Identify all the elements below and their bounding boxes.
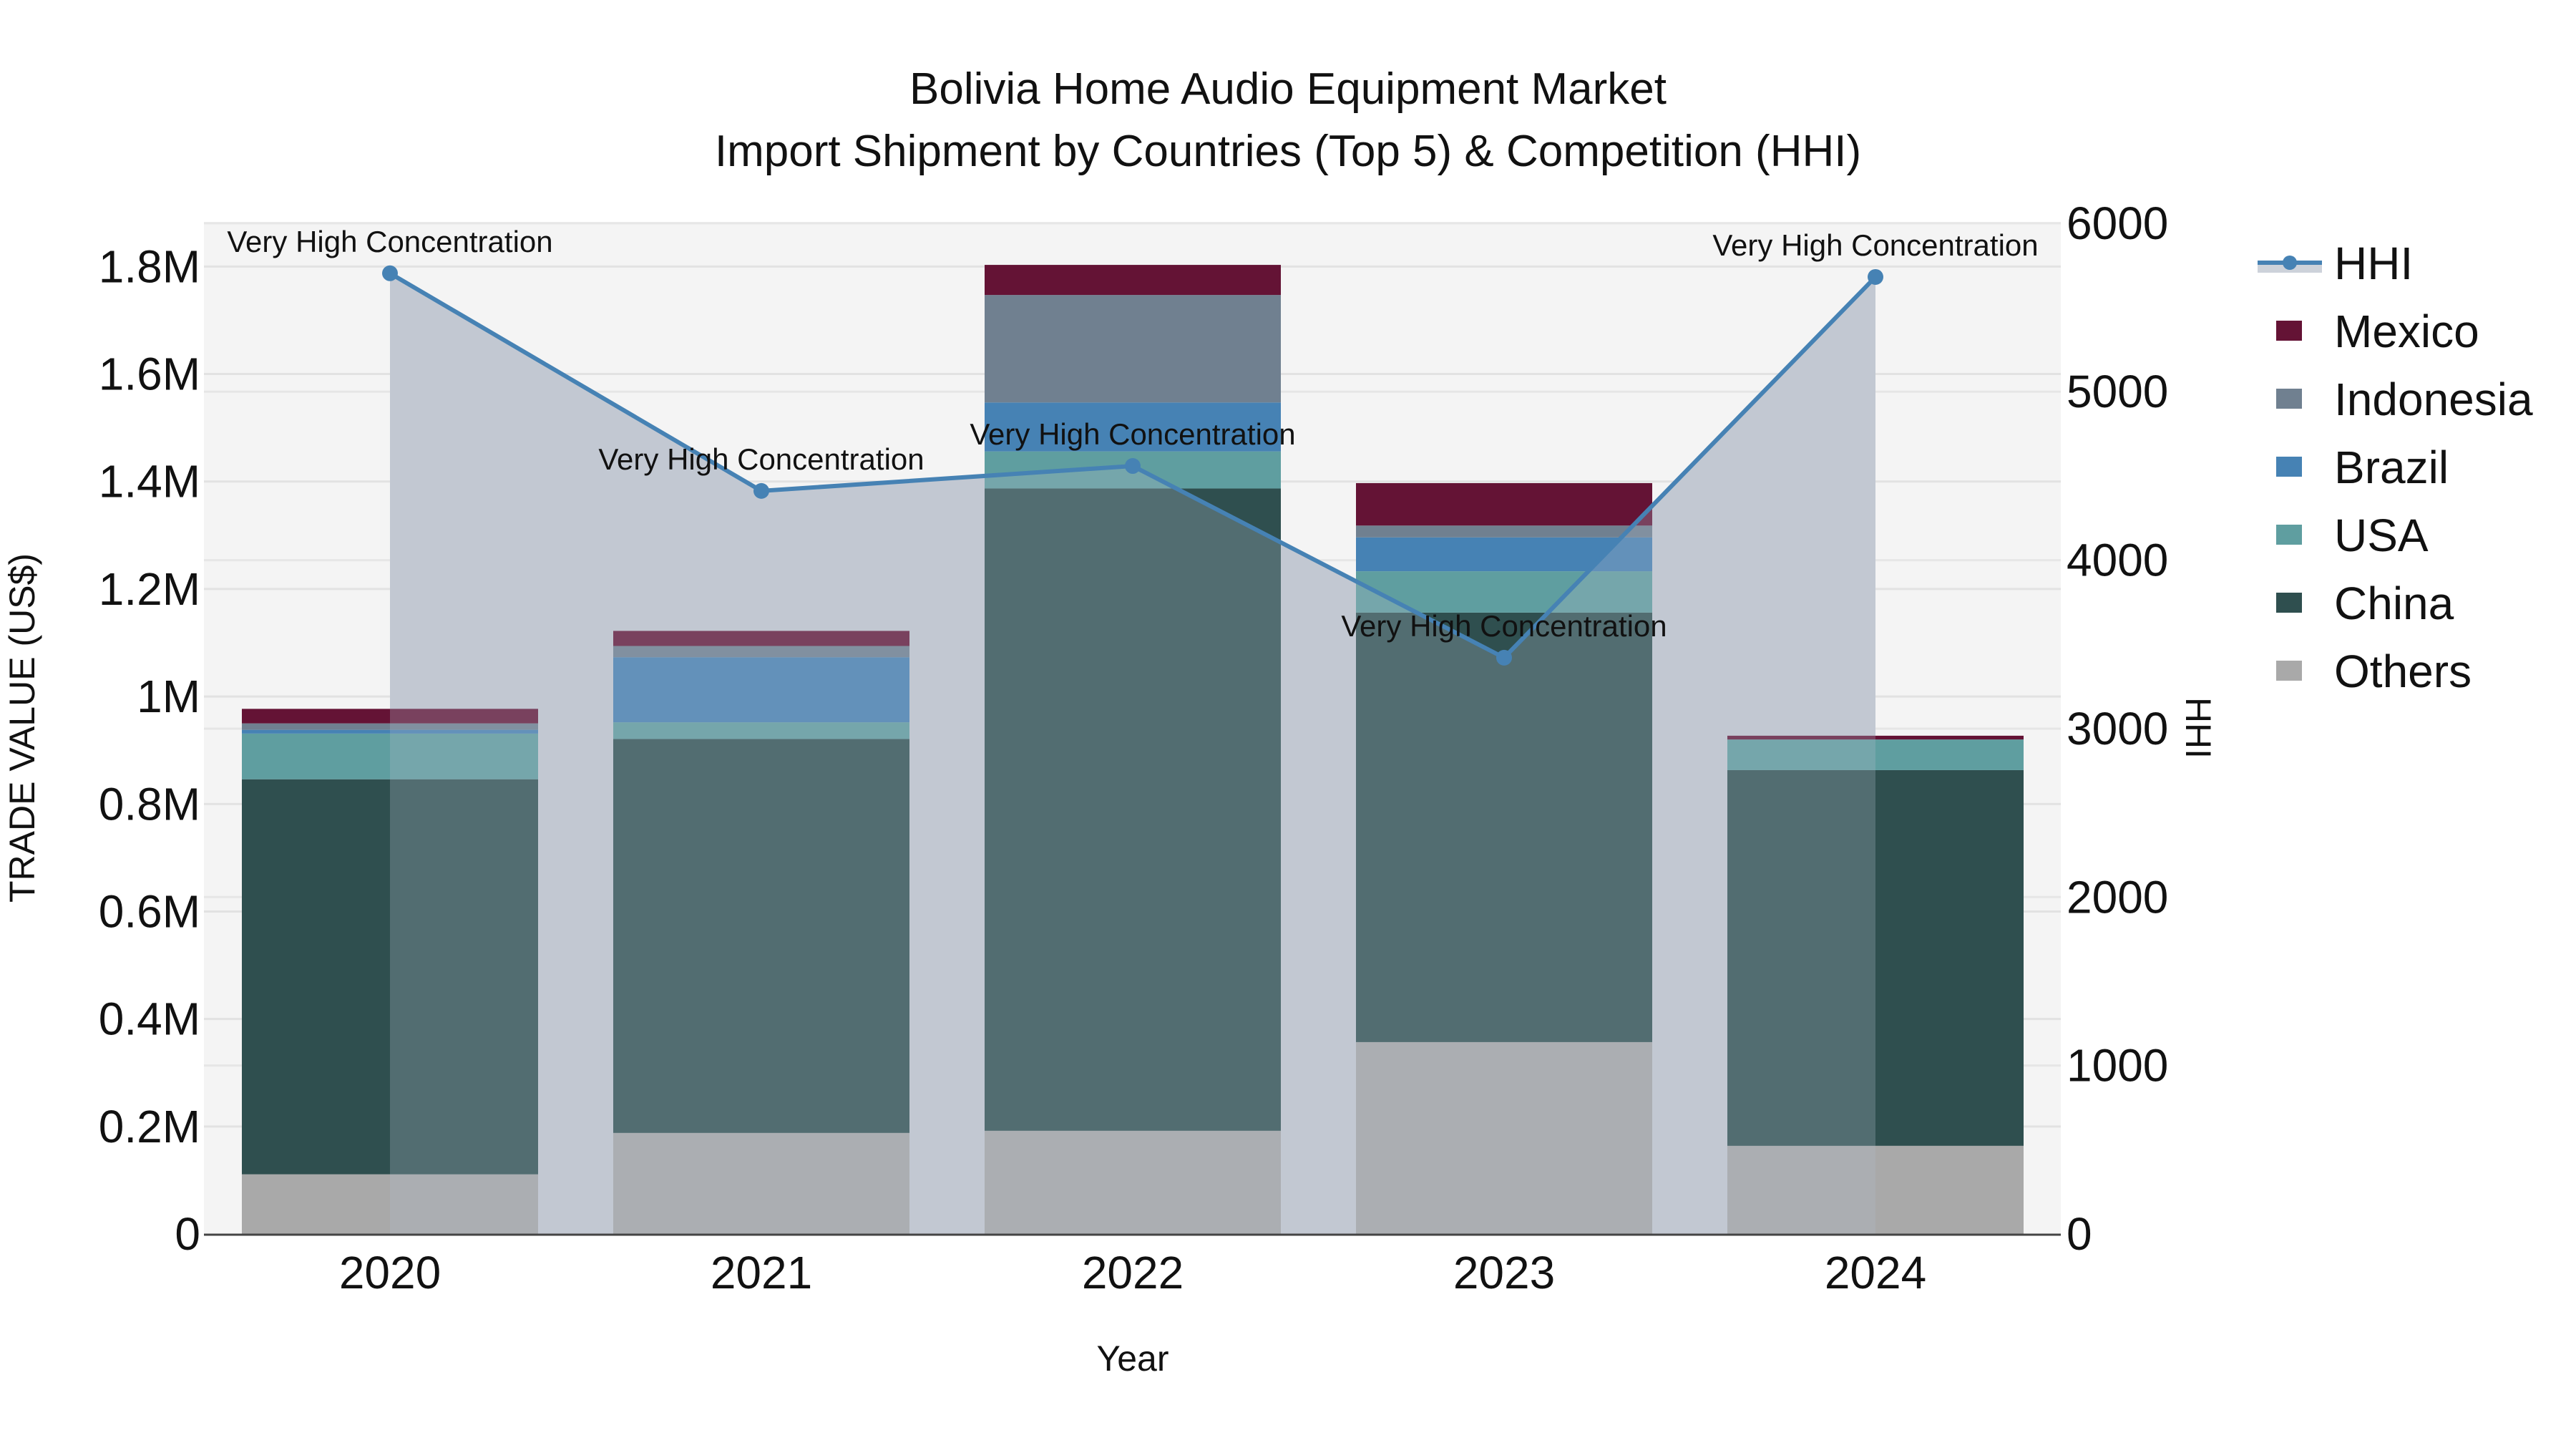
y2-axis-ticks: 0 1000 2000 3000 4000 5000 6000 <box>2067 198 2168 1260</box>
legend-item-mexico[interactable]: Mexico <box>2276 306 2479 357</box>
bar-segment-china[interactable] <box>242 779 538 1175</box>
hhi-marker-2020[interactable] <box>382 265 398 281</box>
bar-segment-china[interactable] <box>985 488 1281 1131</box>
y2-tick-label: 0 <box>2067 1208 2092 1260</box>
x-axis-ticks: 2020 2021 2022 2023 2024 <box>339 1247 1926 1298</box>
x-axis-title: Year <box>1096 1338 1169 1379</box>
y2-tick-label: 4000 <box>2067 535 2168 586</box>
chart-title: Bolivia Home Audio Equipment Market <box>909 64 1667 114</box>
hhi-annotations: Very High Concentration Very High Concent… <box>227 225 2038 643</box>
y-tick-label: 0.2M <box>99 1101 200 1152</box>
bar-segment-usa[interactable] <box>242 733 538 779</box>
hhi-annotation: Very High Concentration <box>598 442 924 476</box>
hhi-marker-2022[interactable] <box>1125 458 1141 475</box>
bar-segment-indonesia[interactable] <box>613 646 909 658</box>
stacked-bars <box>242 265 2024 1235</box>
legend-swatch-icon <box>2276 457 2302 477</box>
legend-item-brazil[interactable]: Brazil <box>2276 442 2449 493</box>
legend-label: Others <box>2334 646 2472 697</box>
legend-swatch-icon <box>2276 593 2302 613</box>
legend-label: Indonesia <box>2334 374 2533 425</box>
y-tick-label: 1.8M <box>99 240 200 292</box>
bar-segment-china[interactable] <box>1727 769 2024 1146</box>
legend: HHI Mexico Indonesia Brazil USA China Others <box>2258 238 2533 697</box>
hhi-area-overlay <box>390 273 1875 1235</box>
bar-segment-indonesia[interactable] <box>242 723 538 730</box>
bar-stack-2023[interactable] <box>1356 482 1652 1234</box>
y2-tick-label: 6000 <box>2067 198 2168 249</box>
legend-item-others[interactable]: Others <box>2276 646 2472 697</box>
bar-segment-indonesia[interactable] <box>985 295 1281 403</box>
legend-item-china[interactable]: China <box>2276 578 2454 629</box>
y-tick-label: 1.6M <box>99 349 200 400</box>
hhi-annotation: Very High Concentration <box>227 225 552 258</box>
bar-segment-brazil[interactable] <box>242 729 538 734</box>
legend-label: China <box>2334 578 2454 629</box>
bar-segment-others[interactable] <box>985 1130 1281 1234</box>
y2-tick-label: 3000 <box>2067 703 2168 754</box>
y2-axis-title: HHI <box>2178 697 2218 759</box>
y-tick-label: 0.8M <box>99 778 200 830</box>
legend-item-usa[interactable]: USA <box>2276 510 2429 561</box>
bar-stack-2021[interactable] <box>613 631 909 1234</box>
legend-swatch-icon <box>2276 525 2302 545</box>
bar-segment-mexico[interactable] <box>242 709 538 724</box>
x-tick-label: 2024 <box>1825 1247 1926 1298</box>
hhi-line <box>382 265 1883 666</box>
hhi-annotation: Very High Concentration <box>1341 609 1667 643</box>
bar-segment-usa[interactable] <box>1727 739 2024 770</box>
y-tick-label: 0 <box>175 1208 200 1260</box>
x-tick-label: 2020 <box>339 1247 441 1298</box>
bar-segment-brazil[interactable] <box>985 402 1281 452</box>
bar-segment-mexico[interactable] <box>985 265 1281 296</box>
x-tick-label: 2023 <box>1453 1247 1555 1298</box>
legend-item-hhi[interactable]: HHI <box>2258 238 2413 289</box>
legend-label: HHI <box>2334 238 2413 289</box>
legend-label: USA <box>2334 510 2429 561</box>
bar-segment-china[interactable] <box>613 739 909 1133</box>
y-tick-label: 0.4M <box>99 993 200 1045</box>
bar-segment-mexico[interactable] <box>613 631 909 646</box>
legend-swatch-icon <box>2276 389 2302 409</box>
legend-label: Brazil <box>2334 442 2449 493</box>
bar-segment-others[interactable] <box>1356 1041 1652 1234</box>
bar-segment-mexico[interactable] <box>1727 735 2024 740</box>
x-tick-label: 2022 <box>1082 1247 1184 1298</box>
hhi-marker-2024[interactable] <box>1868 268 1883 285</box>
bar-segment-china[interactable] <box>1356 612 1652 1042</box>
bar-segment-others[interactable] <box>1727 1145 2024 1234</box>
bar-segment-others[interactable] <box>242 1174 538 1234</box>
legend-swatch-icon <box>2276 321 2302 341</box>
y-tick-label: 1.2M <box>99 563 200 615</box>
legend-item-indonesia[interactable]: Indonesia <box>2276 374 2533 425</box>
y2-tick-label: 5000 <box>2067 366 2168 417</box>
y2-tick-label: 1000 <box>2067 1040 2168 1092</box>
bar-stack-2020[interactable] <box>242 709 538 1234</box>
bar-stack-2022[interactable] <box>985 265 1281 1234</box>
hhi-annotation: Very High Concentration <box>970 417 1295 451</box>
bar-segment-others[interactable] <box>613 1132 909 1234</box>
legend-swatch-icon <box>2276 661 2302 681</box>
hhi-annotation: Very High Concentration <box>1712 228 2038 262</box>
hhi-legend-marker-icon <box>2283 256 2297 270</box>
bar-segment-brazil[interactable] <box>613 657 909 723</box>
hhi-marker-2021[interactable] <box>753 482 769 499</box>
y-axis-title: TRADE VALUE (US$) <box>2 553 42 903</box>
y-tick-label: 1M <box>137 671 200 722</box>
bar-stack-2024[interactable] <box>1727 735 2024 1234</box>
x-tick-label: 2021 <box>711 1247 812 1298</box>
y-axis-ticks: 0 0.2M 0.4M 0.6M 0.8M 1M 1.2M 1.4M 1.6M 1.8M <box>99 240 200 1260</box>
y-tick-label: 1.4M <box>99 456 200 507</box>
y2-tick-label: 2000 <box>2067 871 2168 923</box>
legend-label: Mexico <box>2334 306 2479 357</box>
bar-segment-indonesia[interactable] <box>1356 525 1652 538</box>
bar-segment-mexico[interactable] <box>1356 482 1652 526</box>
y-tick-label: 0.6M <box>99 885 200 937</box>
chart-subtitle: Import Shipment by Countries (Top 5) & C… <box>715 127 1861 176</box>
hhi-marker-2023[interactable] <box>1496 649 1512 666</box>
bar-segment-usa[interactable] <box>613 722 909 739</box>
